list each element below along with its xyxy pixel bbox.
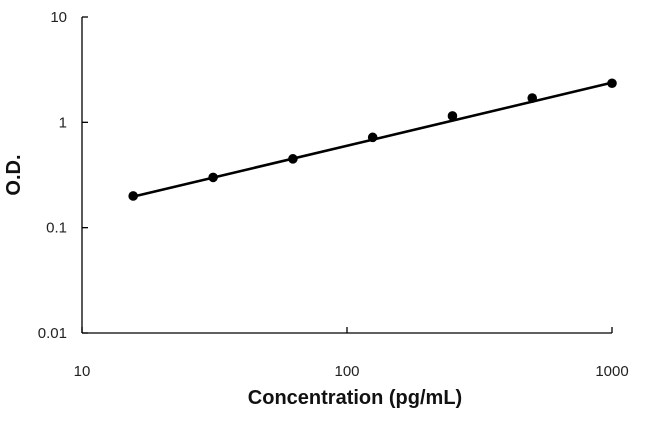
data-point [527,93,538,103]
x-tick-label: 100 [334,363,359,380]
data-point [367,132,378,143]
x-axis-title: Concentration (pg/mL) [248,387,462,409]
y-tick-label: 0.1 [46,220,67,237]
x-axis-ticks: 10 100 1000 [74,327,629,380]
y-axis-ticks: 0.01 0.1 1 10 [38,9,88,342]
data-point [607,78,617,89]
data-point [288,154,298,164]
axes [81,17,612,334]
x-tick-label: 10 [74,363,91,380]
data-point [447,111,458,121]
y-tick-label: 10 [50,9,67,26]
x-tick-label: 1000 [595,363,628,380]
y-tick-label: 0.01 [38,325,67,342]
y-axis-title: O.D. [3,154,25,195]
data-point [128,191,138,201]
data-points [128,78,617,201]
data-point [208,172,218,183]
y-tick-label: 1 [59,114,67,131]
